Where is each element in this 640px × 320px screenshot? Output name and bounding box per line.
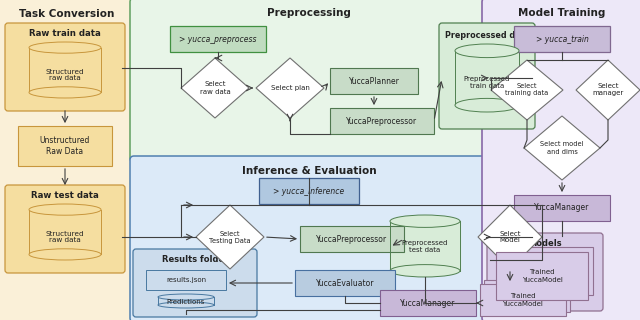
Polygon shape (491, 60, 563, 120)
FancyBboxPatch shape (330, 108, 434, 134)
Text: Model Training: Model Training (518, 8, 605, 18)
Text: Trained
YuccaModel: Trained YuccaModel (522, 269, 563, 283)
Text: Unstructured
Raw Data: Unstructured Raw Data (40, 136, 90, 156)
Ellipse shape (29, 249, 101, 260)
Text: Preprocessed
test data: Preprocessed test data (402, 241, 448, 253)
FancyBboxPatch shape (18, 126, 112, 166)
Text: YuccaManager: YuccaManager (534, 204, 589, 212)
FancyBboxPatch shape (480, 284, 566, 316)
Text: Models: Models (528, 239, 562, 249)
Text: Select
raw data: Select raw data (200, 82, 230, 94)
FancyBboxPatch shape (170, 26, 266, 52)
Text: Select
manager: Select manager (593, 84, 623, 97)
Text: Select
Testing Data: Select Testing Data (209, 230, 251, 244)
FancyBboxPatch shape (482, 0, 640, 320)
FancyBboxPatch shape (5, 185, 125, 273)
Ellipse shape (455, 98, 519, 112)
FancyBboxPatch shape (501, 247, 593, 295)
Text: Select
Model: Select Model (499, 230, 521, 244)
Text: Predictions: Predictions (167, 299, 205, 305)
FancyBboxPatch shape (496, 252, 588, 300)
Text: Trained
YuccaModel: Trained YuccaModel (502, 293, 543, 307)
Ellipse shape (455, 44, 519, 58)
FancyBboxPatch shape (439, 23, 535, 129)
Text: results.json: results.json (166, 277, 206, 283)
Text: Raw test data: Raw test data (31, 191, 99, 201)
FancyBboxPatch shape (130, 0, 488, 162)
Ellipse shape (29, 42, 101, 53)
Ellipse shape (29, 87, 101, 98)
Text: Select plan: Select plan (271, 85, 309, 91)
Text: Results folder: Results folder (162, 255, 228, 265)
Text: Preprocessed
train data: Preprocessed train data (464, 76, 510, 89)
Polygon shape (256, 58, 324, 118)
Text: Preprocessed data: Preprocessed data (445, 30, 529, 39)
Text: Preprocessing: Preprocessing (267, 8, 351, 18)
FancyBboxPatch shape (295, 270, 395, 296)
Polygon shape (181, 58, 249, 118)
FancyBboxPatch shape (259, 178, 359, 204)
FancyBboxPatch shape (130, 156, 488, 320)
Ellipse shape (158, 302, 214, 308)
Text: Task Conversion: Task Conversion (19, 9, 115, 19)
Polygon shape (576, 60, 640, 120)
Polygon shape (478, 205, 542, 269)
Ellipse shape (29, 204, 101, 215)
Polygon shape (196, 205, 264, 269)
Text: YuccaPreprocessor: YuccaPreprocessor (346, 116, 417, 125)
Text: YuccaEvaluator: YuccaEvaluator (316, 278, 374, 287)
Ellipse shape (390, 215, 460, 228)
FancyBboxPatch shape (0, 0, 136, 320)
Text: Structured
raw data: Structured raw data (45, 68, 84, 82)
Text: Structured
raw data: Structured raw data (45, 230, 84, 244)
Text: Inference & Evaluation: Inference & Evaluation (242, 166, 376, 176)
Ellipse shape (158, 294, 214, 300)
Text: > yucca_preprocess: > yucca_preprocess (179, 35, 257, 44)
Text: Raw train data: Raw train data (29, 29, 101, 38)
Text: Select
training data: Select training data (506, 84, 548, 97)
Text: YuccaPlanner: YuccaPlanner (349, 76, 399, 85)
Text: YuccaPreprocessor: YuccaPreprocessor (316, 235, 388, 244)
FancyBboxPatch shape (5, 23, 125, 111)
FancyBboxPatch shape (300, 226, 404, 252)
FancyBboxPatch shape (380, 290, 476, 316)
FancyBboxPatch shape (484, 280, 570, 312)
Ellipse shape (390, 265, 460, 277)
FancyBboxPatch shape (514, 26, 610, 52)
Text: Select model
and dims: Select model and dims (540, 141, 584, 155)
FancyBboxPatch shape (133, 249, 257, 317)
Text: > yucca_train: > yucca_train (536, 35, 588, 44)
Polygon shape (524, 116, 600, 180)
Text: YuccaManager: YuccaManager (400, 299, 456, 308)
FancyBboxPatch shape (514, 195, 610, 221)
FancyBboxPatch shape (146, 270, 226, 290)
FancyBboxPatch shape (330, 68, 418, 94)
FancyBboxPatch shape (487, 233, 603, 311)
Text: > yucca_inference: > yucca_inference (273, 187, 344, 196)
